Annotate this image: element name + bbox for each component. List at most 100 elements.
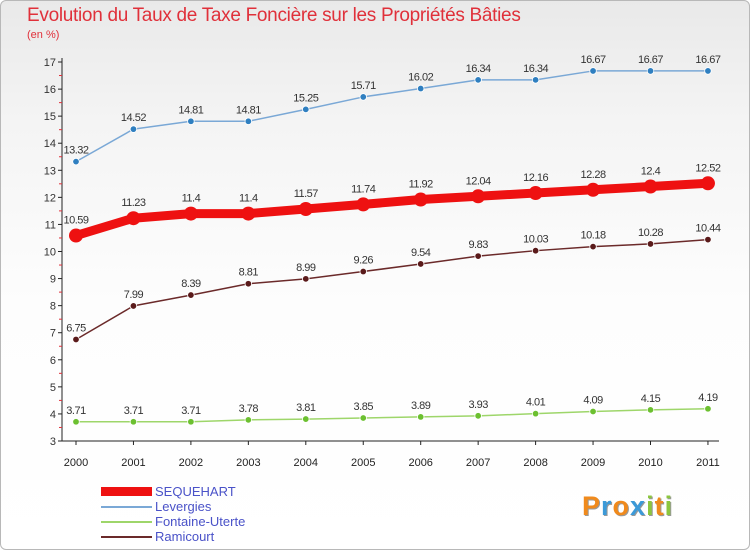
data-label: 12.04 xyxy=(466,175,491,187)
x-tick-label: 2011 xyxy=(696,457,720,469)
legend-label: Levergies xyxy=(155,499,212,514)
series-line-sequehart xyxy=(71,178,713,241)
data-label: 15.25 xyxy=(293,92,318,104)
legend-label: Ramicourt xyxy=(155,529,215,544)
data-label: 8.39 xyxy=(181,278,201,290)
data-label: 13.32 xyxy=(63,145,88,157)
data-point xyxy=(417,413,425,421)
data-label: 3.71 xyxy=(124,405,144,417)
legend-item-levergies: Levergies xyxy=(101,499,321,514)
logo-letter: i xyxy=(646,491,655,521)
y-tick-label: 13 xyxy=(44,165,56,177)
data-label: 10.28 xyxy=(638,227,663,239)
y-tick-label: 9 xyxy=(50,274,56,286)
data-point xyxy=(302,415,310,423)
data-label: 8.81 xyxy=(239,267,259,279)
data-point xyxy=(531,409,540,418)
x-tick-label: 2001 xyxy=(121,457,145,469)
legend-item-ramicourt: Ramicourt xyxy=(101,529,321,544)
data-point xyxy=(646,67,655,75)
data-label: 16.67 xyxy=(695,54,720,66)
y-tick-label: 12 xyxy=(44,192,56,204)
y-tick-label: 5 xyxy=(50,382,56,394)
data-point xyxy=(700,176,715,191)
data-label: 3.71 xyxy=(181,405,201,417)
data-point xyxy=(187,418,195,426)
x-tick-label: 2000 xyxy=(64,457,88,469)
data-label: 3.85 xyxy=(354,401,374,413)
logo-letter: x xyxy=(630,491,647,521)
legend-item-sequehart: SEQUEHART xyxy=(101,484,321,499)
data-point xyxy=(244,280,253,288)
chart-subtitle: (en %) xyxy=(27,29,60,41)
x-tick-label: 2005 xyxy=(351,457,375,469)
data-point xyxy=(589,67,597,75)
data-label: 9.26 xyxy=(354,255,374,267)
data-point xyxy=(589,407,597,416)
data-point xyxy=(302,105,310,114)
data-label: 3.89 xyxy=(411,400,431,412)
data-point xyxy=(704,235,712,244)
data-label: 4.19 xyxy=(698,392,718,404)
x-tick-label: 2002 xyxy=(179,457,203,469)
data-label: 11.92 xyxy=(409,179,434,191)
data-point xyxy=(474,252,482,260)
data-label: 11.4 xyxy=(182,193,201,205)
data-point xyxy=(129,302,138,310)
data-point xyxy=(298,201,313,216)
data-label: 16.67 xyxy=(581,54,606,66)
data-label: 14.52 xyxy=(121,112,146,124)
data-point xyxy=(704,405,712,413)
data-label: 4.15 xyxy=(641,393,661,405)
data-label: 14.81 xyxy=(236,104,261,116)
data-label: 8.99 xyxy=(296,262,316,274)
y-tick-label: 15 xyxy=(44,111,56,123)
y-tick-label: 3 xyxy=(50,436,56,448)
legend-swatch xyxy=(101,506,152,508)
data-label: 12.4 xyxy=(641,166,661,178)
series-line-levergies xyxy=(75,70,709,163)
series-line-ramicourt xyxy=(75,238,709,341)
data-point xyxy=(359,414,367,422)
data-point xyxy=(704,67,712,75)
y-tick-label: 16 xyxy=(44,84,56,96)
data-point xyxy=(646,406,655,414)
data-point xyxy=(589,242,597,251)
data-point xyxy=(356,197,371,212)
x-tick-label: 2004 xyxy=(294,457,318,469)
data-label: 16.34 xyxy=(523,63,548,75)
data-point xyxy=(359,267,367,276)
data-point xyxy=(474,412,482,420)
data-label: 6.75 xyxy=(66,322,86,334)
data-point xyxy=(474,76,482,84)
data-label: 16.02 xyxy=(408,72,433,84)
data-point xyxy=(646,240,655,248)
y-tick-label: 14 xyxy=(44,138,56,150)
data-point xyxy=(417,84,425,93)
data-label: 12.16 xyxy=(523,172,548,184)
data-point xyxy=(183,206,198,221)
data-point xyxy=(359,93,367,101)
data-point xyxy=(413,192,428,207)
data-label: 10.03 xyxy=(523,234,548,246)
data-point xyxy=(528,186,543,201)
logo-letter: P xyxy=(582,491,602,521)
y-tick-label: 10 xyxy=(44,247,56,259)
y-tick-label: 11 xyxy=(45,219,56,231)
legend-swatch xyxy=(101,487,152,496)
data-label: 3.71 xyxy=(66,405,86,417)
x-tick-label: 2007 xyxy=(466,457,490,469)
x-tick-label: 2006 xyxy=(408,457,432,469)
data-point xyxy=(129,125,138,133)
data-label: 11.23 xyxy=(121,197,146,209)
data-point xyxy=(241,206,256,221)
legend-label: SEQUEHART xyxy=(155,484,236,499)
data-label: 10.59 xyxy=(63,215,88,227)
data-point xyxy=(417,260,425,268)
legend: SEQUEHART Levergies Fontaine-Uterte Rami… xyxy=(101,484,321,544)
legend-swatch xyxy=(101,521,152,523)
data-label: 15.71 xyxy=(351,80,376,92)
data-label: 11.74 xyxy=(351,183,376,195)
x-tick-label: 2003 xyxy=(236,457,260,469)
